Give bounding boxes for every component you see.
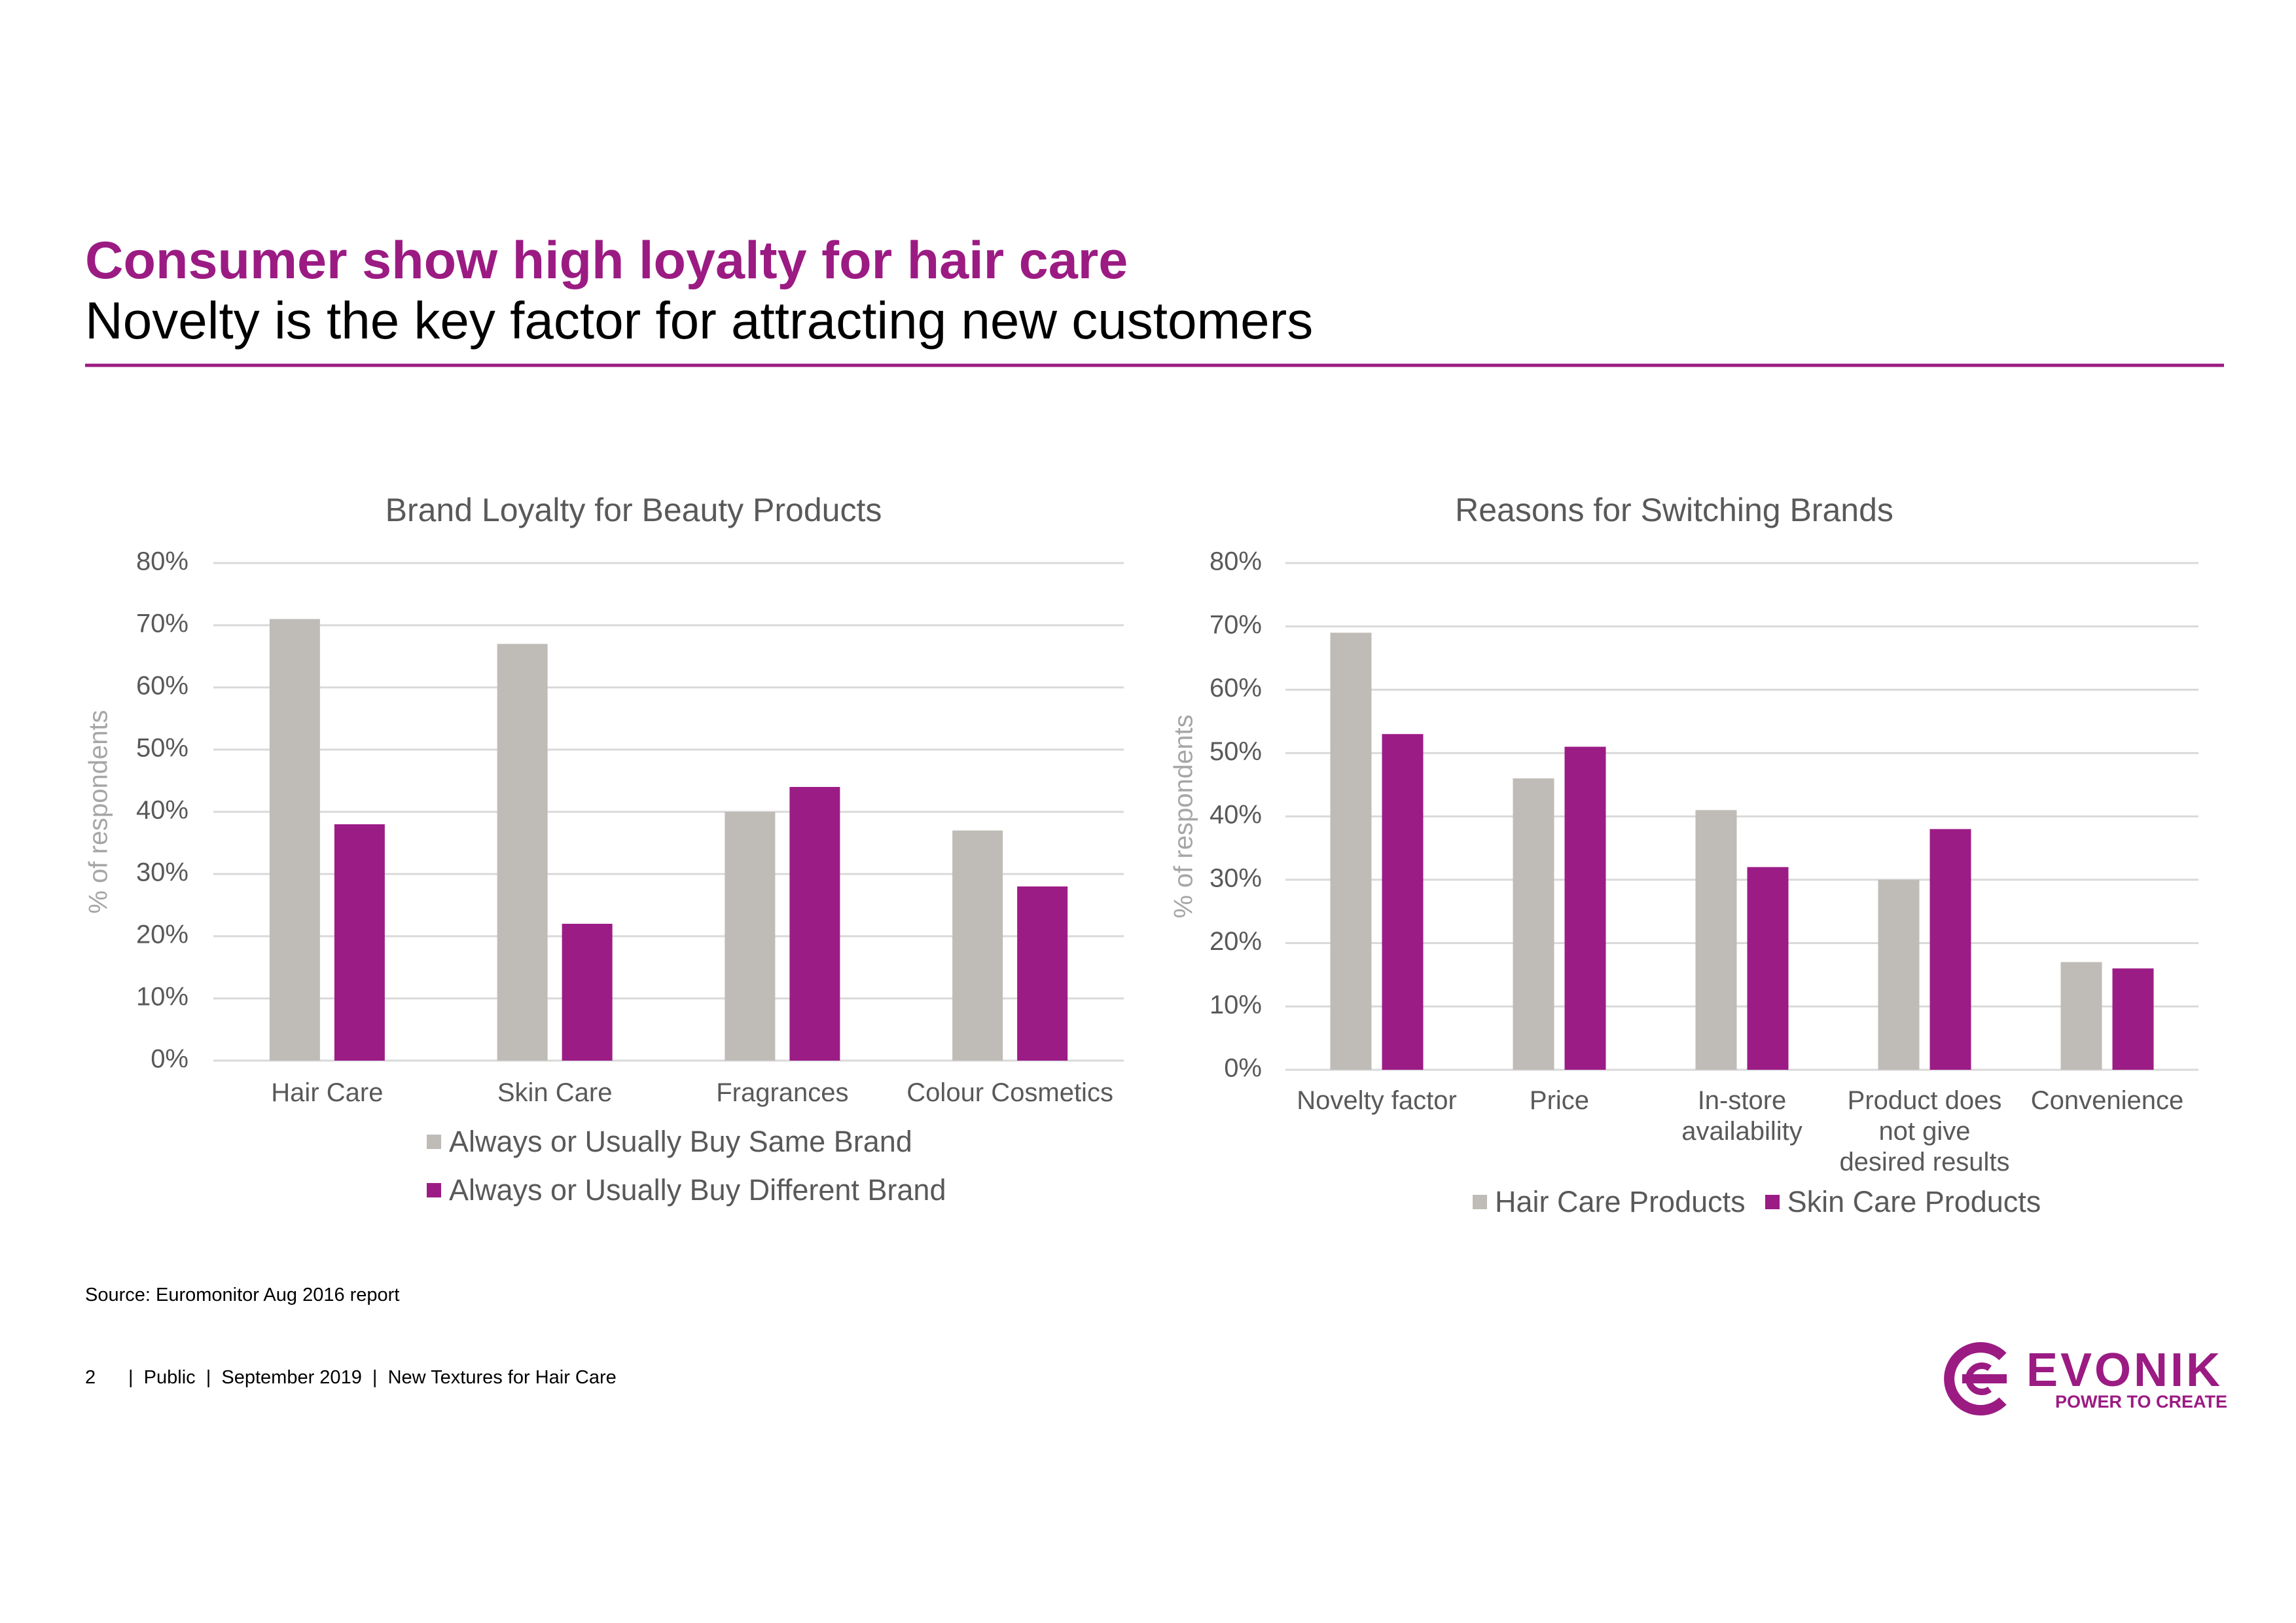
y-axis-label: % of respondents bbox=[1170, 714, 1198, 918]
bar bbox=[1330, 632, 1372, 1070]
x-tick-label: In-store availability bbox=[1681, 1086, 1803, 1146]
legend-swatch bbox=[1765, 1195, 1780, 1209]
legend-swatch bbox=[1473, 1195, 1487, 1209]
x-tick-label: Novelty factor bbox=[1297, 1086, 1457, 1115]
y-tick-label: 10% bbox=[136, 983, 188, 1012]
y-tick-label: 80% bbox=[136, 547, 188, 576]
bar bbox=[1878, 879, 1920, 1070]
page-number: 2 bbox=[85, 1367, 96, 1388]
y-tick-label: 40% bbox=[136, 796, 188, 825]
y-tick-label: 0% bbox=[1224, 1054, 1262, 1083]
slide-title: Consumer show high loyalty for hair care bbox=[85, 231, 1128, 290]
y-tick-label: 70% bbox=[136, 610, 188, 638]
bar bbox=[562, 924, 613, 1061]
y-tick-label: 20% bbox=[136, 921, 188, 949]
y-tick-label: 30% bbox=[136, 858, 188, 887]
x-tick-label: Hair Care bbox=[271, 1078, 384, 1107]
logo-brand: EVONIK bbox=[2026, 1344, 2223, 1396]
y-tick-label: 50% bbox=[136, 734, 188, 763]
y-tick-label: 0% bbox=[151, 1045, 188, 1074]
bar bbox=[952, 830, 1003, 1061]
bar bbox=[497, 644, 548, 1061]
x-tick-label: Colour Cosmetics bbox=[906, 1078, 1113, 1107]
legend: Always or Usually Buy Same Brand Always o… bbox=[427, 1125, 946, 1207]
x-tick-label: Convenience bbox=[2030, 1086, 2184, 1115]
bar bbox=[2060, 962, 2102, 1070]
legend-item: Always or Usually Buy Different Brand bbox=[427, 1173, 946, 1207]
y-tick-label: 80% bbox=[1210, 547, 1262, 576]
bar bbox=[1747, 867, 1789, 1070]
bar bbox=[1929, 829, 1971, 1070]
x-tick-label: Skin Care bbox=[497, 1078, 613, 1107]
y-tick-label: 70% bbox=[1210, 610, 1262, 639]
legend-swatch bbox=[427, 1135, 441, 1149]
chart-title: Brand Loyalty for Beauty Products bbox=[386, 492, 882, 528]
legend-label: Hair Care Products bbox=[1495, 1185, 1746, 1218]
y-tick-label: 60% bbox=[136, 672, 188, 701]
legend-item: Hair Care Products bbox=[1473, 1185, 1746, 1219]
y-tick-label: 20% bbox=[1210, 927, 1262, 956]
y-tick-label: 30% bbox=[1210, 864, 1262, 892]
y-axis-label: % of respondents bbox=[84, 710, 113, 913]
footer-text: | Public | September 2019 | New Textures… bbox=[128, 1367, 617, 1388]
x-tick-label: Product does not give desired results bbox=[1839, 1086, 2010, 1176]
legend-label: Always or Usually Buy Different Brand bbox=[449, 1173, 946, 1207]
y-tick-label: 40% bbox=[1210, 801, 1262, 830]
legend: Hair Care Products Skin Care Products bbox=[1473, 1185, 2041, 1219]
bar bbox=[1382, 734, 1424, 1070]
logo-tagline: POWER TO CREATE bbox=[2055, 1392, 2228, 1412]
legend-label: Skin Care Products bbox=[1787, 1185, 2041, 1218]
bar bbox=[1695, 810, 1737, 1070]
x-tick-label: Price bbox=[1529, 1086, 1590, 1115]
bar bbox=[1564, 746, 1606, 1070]
slide-subtitle: Novelty is the key factor for attracting… bbox=[85, 291, 1314, 350]
x-tick-label: Fragrances bbox=[716, 1078, 849, 1107]
bar bbox=[334, 824, 385, 1061]
bar bbox=[789, 787, 840, 1061]
source: Source: Euromonitor Aug 2016 report bbox=[85, 1285, 400, 1305]
logo-mark bbox=[1944, 1342, 2007, 1415]
y-tick-label: 50% bbox=[1210, 737, 1262, 766]
bar bbox=[725, 812, 776, 1061]
legend-label: Always or Usually Buy Same Brand bbox=[449, 1125, 912, 1158]
y-tick-label: 10% bbox=[1210, 991, 1262, 1019]
y-tick-label: 60% bbox=[1210, 674, 1262, 702]
legend-item: Skin Care Products bbox=[1765, 1185, 2041, 1219]
legend-item: Always or Usually Buy Same Brand bbox=[427, 1125, 946, 1159]
chart-title: Reasons for Switching Brands bbox=[1455, 492, 1893, 528]
bar bbox=[2112, 968, 2154, 1070]
legend-swatch bbox=[427, 1183, 441, 1197]
bar bbox=[1017, 886, 1068, 1061]
bar bbox=[1513, 778, 1554, 1070]
bar bbox=[269, 619, 320, 1061]
